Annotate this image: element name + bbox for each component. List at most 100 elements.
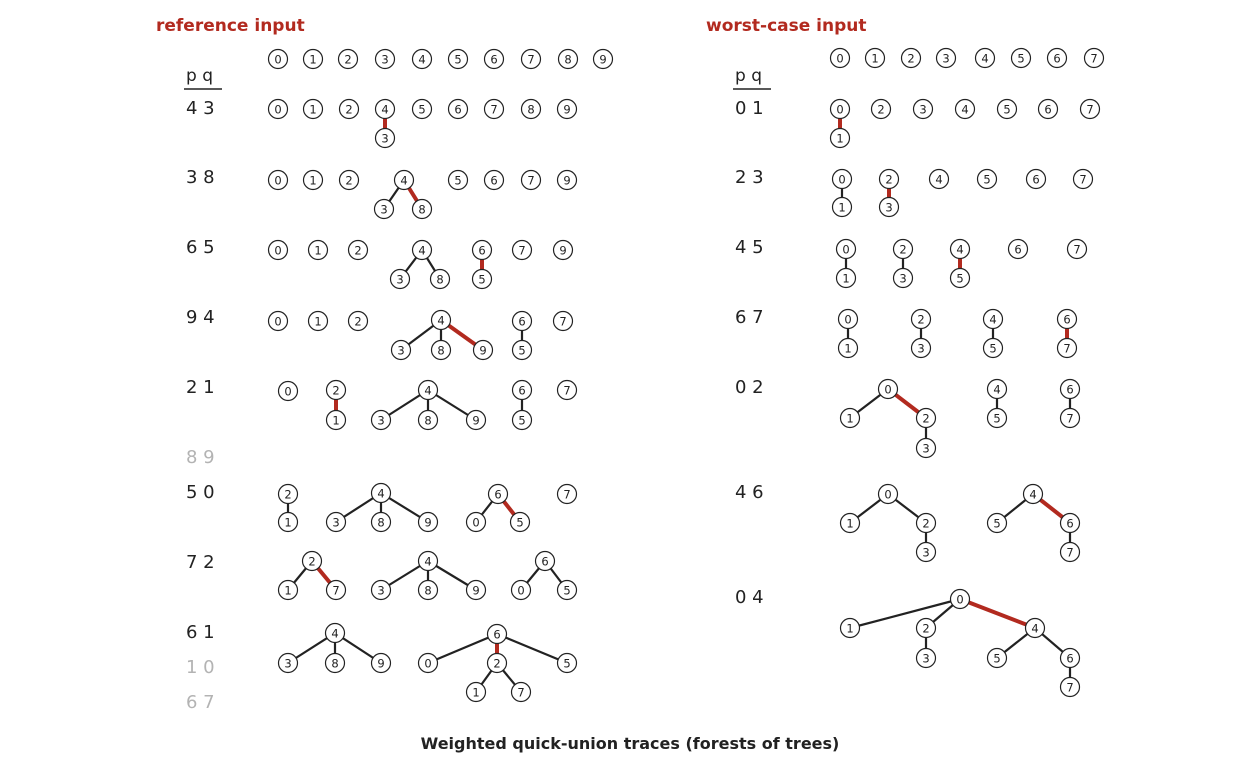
reference-step-6-node-0: 0 <box>465 511 487 533</box>
worst-step-6-node-5: 5 <box>986 647 1008 669</box>
reference-step-4-node-3: 3 <box>370 409 392 431</box>
worst-step-3-pair: 6 7 <box>735 307 764 328</box>
svg-text:7: 7 <box>563 384 570 398</box>
figure-caption: Weighted quick-union traces (forests of … <box>421 734 840 753</box>
svg-text:4: 4 <box>381 103 388 117</box>
worst-step-2-pair: 4 5 <box>735 237 764 258</box>
svg-text:5: 5 <box>983 173 990 187</box>
svg-text:7: 7 <box>518 244 525 258</box>
svg-text:4: 4 <box>418 53 425 67</box>
worst-step-0-node-5: 5 <box>996 98 1018 120</box>
reference-initial-node-1: 1 <box>302 48 324 70</box>
svg-text:2: 2 <box>493 657 500 671</box>
reference-step-3-node-3: 3 <box>390 339 412 361</box>
svg-text:0: 0 <box>836 52 843 66</box>
svg-text:1: 1 <box>838 201 845 215</box>
svg-text:7: 7 <box>559 315 566 329</box>
svg-text:5: 5 <box>454 174 461 188</box>
worst-step-3-node-7: 7 <box>1056 337 1078 359</box>
worst-step-2-node-7: 7 <box>1066 238 1088 260</box>
reference-panel-title: reference input <box>156 16 305 36</box>
worst-step-3-node-3: 3 <box>910 337 932 359</box>
worst-initial-node-1: 1 <box>864 47 886 69</box>
reference-step-3-node-0: 0 <box>267 310 289 332</box>
svg-text:0: 0 <box>274 315 281 329</box>
svg-text:0: 0 <box>842 243 849 257</box>
worst-step-5-node-1: 1 <box>839 512 861 534</box>
reference-step-2-node-2: 2 <box>347 239 369 261</box>
reference-step-1-node-5: 5 <box>447 169 469 191</box>
svg-text:5: 5 <box>418 103 425 117</box>
svg-text:6: 6 <box>493 628 500 642</box>
svg-text:5: 5 <box>993 652 1000 666</box>
reference-step-3-pair: 9 4 <box>186 307 215 328</box>
worst-step-6-pair: 0 4 <box>735 587 764 608</box>
svg-text:8: 8 <box>527 103 534 117</box>
worst-step-2-node-5: 5 <box>949 267 971 289</box>
worst-step-2-node-0: 0 <box>835 238 857 260</box>
reference-pq-header: p q <box>186 66 213 86</box>
reference-step-0-node-7: 7 <box>483 98 505 120</box>
worst-step-6-node-0: 0 <box>949 588 971 610</box>
svg-text:1: 1 <box>871 52 878 66</box>
worst-step-1-pair: 2 3 <box>735 167 764 188</box>
svg-text:4: 4 <box>331 627 338 641</box>
svg-text:0: 0 <box>284 385 291 399</box>
reference-step-1-pair: 3 8 <box>186 167 215 188</box>
reference-step-4-node-8: 8 <box>417 409 439 431</box>
reference-initial-node-4: 4 <box>411 48 433 70</box>
worst-step-4-node-3: 3 <box>915 437 937 459</box>
reference-step-1-node-3: 3 <box>373 198 395 220</box>
svg-text:3: 3 <box>922 652 929 666</box>
reference-step-1-node-6: 6 <box>483 169 505 191</box>
svg-text:2: 2 <box>345 103 352 117</box>
svg-text:3: 3 <box>284 657 291 671</box>
reference-step-2-node-1: 1 <box>307 239 329 261</box>
svg-text:4: 4 <box>1031 622 1038 636</box>
svg-text:2: 2 <box>332 384 339 398</box>
svg-text:0: 0 <box>274 244 281 258</box>
worst-step-0-node-6: 6 <box>1037 98 1059 120</box>
svg-text:9: 9 <box>472 584 479 598</box>
reference-step-2-node-6: 6 <box>471 239 493 261</box>
svg-text:0: 0 <box>274 103 281 117</box>
svg-text:2: 2 <box>922 622 929 636</box>
svg-text:5: 5 <box>989 342 996 356</box>
worst-initial-node-2: 2 <box>900 47 922 69</box>
svg-text:0: 0 <box>424 657 431 671</box>
svg-text:3: 3 <box>919 103 926 117</box>
svg-text:3: 3 <box>377 414 384 428</box>
worst-step-5-node-2: 2 <box>915 512 937 534</box>
worst-step-0-node-3: 3 <box>912 98 934 120</box>
reference-step-1-node-9: 9 <box>556 169 578 191</box>
worst-step-1-node-0: 0 <box>831 168 853 190</box>
reference-step-7-pair: 7 2 <box>186 552 215 573</box>
reference-step-8-node-0: 0 <box>417 652 439 674</box>
reference-step-6-node-5: 5 <box>509 511 531 533</box>
worst-step-3-node-2: 2 <box>910 308 932 330</box>
svg-text:0: 0 <box>884 383 891 397</box>
worst-step-1-node-1: 1 <box>831 196 853 218</box>
worst-case-panel-title: worst-case input <box>706 16 867 36</box>
reference-step-7-node-4: 4 <box>417 550 439 572</box>
svg-text:2: 2 <box>922 412 929 426</box>
svg-text:9: 9 <box>563 103 570 117</box>
reference-step-6-node-8: 8 <box>370 511 392 533</box>
reference-step-0-node-0: 0 <box>267 98 289 120</box>
svg-text:1: 1 <box>846 412 853 426</box>
svg-text:0: 0 <box>956 593 963 607</box>
svg-text:4: 4 <box>956 243 963 257</box>
svg-text:5: 5 <box>518 414 525 428</box>
reference-step-6-pair: 5 0 <box>186 482 215 503</box>
worst-initial-node-7: 7 <box>1083 47 1105 69</box>
reference-step-3-node-6: 6 <box>511 310 533 332</box>
reference-step-8-node-1: 1 <box>465 681 487 703</box>
reference-step-5-pair: 8 9 <box>186 447 215 468</box>
reference-initial-node-7: 7 <box>520 48 542 70</box>
svg-text:1: 1 <box>846 622 853 636</box>
svg-text:8: 8 <box>331 657 338 671</box>
reference-step-8-pair: 6 1 <box>186 622 215 643</box>
worst-step-5-node-4: 4 <box>1022 483 1044 505</box>
reference-step-4-node-9: 9 <box>465 409 487 431</box>
